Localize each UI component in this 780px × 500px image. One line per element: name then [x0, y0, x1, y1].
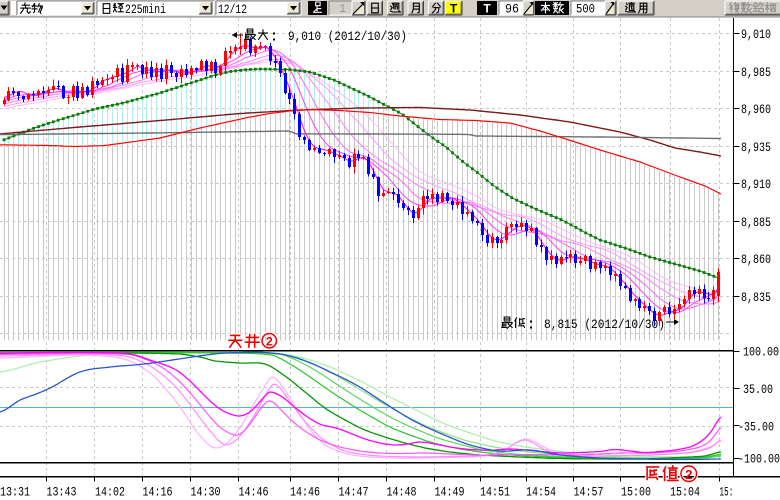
- svg-text:8,885: 8,885: [741, 215, 771, 230]
- svg-text:15:04: 15:04: [670, 485, 700, 500]
- svg-text:-35.00: -35.00: [738, 419, 774, 434]
- svg-text:14:16: 14:16: [143, 485, 173, 500]
- svg-text:13:43: 13:43: [47, 485, 77, 500]
- svg-text:15:00: 15:00: [621, 485, 651, 500]
- svg-text:T: T: [483, 2, 491, 16]
- svg-text:14:54: 14:54: [526, 485, 556, 500]
- svg-text:14:51: 14:51: [480, 485, 510, 500]
- svg-text:12/12: 12/12: [218, 2, 247, 17]
- svg-text:225mini: 225mini: [125, 3, 166, 17]
- svg-text:8,815 (2012/10/30): 8,815 (2012/10/30): [544, 317, 665, 332]
- svg-text:14:48: 14:48: [387, 485, 417, 500]
- svg-text:14:57: 14:57: [574, 485, 604, 500]
- svg-text:13:31: 13:31: [0, 485, 30, 500]
- svg-text:9,010: 9,010: [741, 27, 771, 42]
- svg-text:14:30: 14:30: [191, 485, 221, 500]
- svg-text:14:49: 14:49: [435, 485, 465, 500]
- svg-text:8,985: 8,985: [741, 65, 771, 80]
- svg-text:14:47: 14:47: [339, 485, 369, 500]
- svg-text:8,935: 8,935: [741, 140, 771, 155]
- svg-text:96: 96: [505, 3, 519, 17]
- svg-text:T: T: [450, 2, 458, 16]
- svg-text:1: 1: [339, 2, 346, 16]
- svg-text:2: 2: [685, 467, 692, 482]
- svg-text:100.00: 100.00: [743, 345, 779, 360]
- svg-text:8,860: 8,860: [741, 252, 771, 267]
- svg-text:500: 500: [576, 3, 595, 17]
- svg-text:14:02: 14:02: [95, 485, 125, 500]
- svg-text:9,010 (2012/10/30): 9,010 (2012/10/30): [288, 29, 407, 44]
- svg-text:8,960: 8,960: [741, 102, 771, 117]
- svg-text:35.00: 35.00: [743, 382, 773, 397]
- svg-text:14:46: 14:46: [290, 485, 320, 500]
- svg-text:-100.00: -100.00: [738, 452, 780, 467]
- svg-text:14:46: 14:46: [239, 485, 269, 500]
- svg-text:2: 2: [266, 335, 273, 349]
- svg-text:15:: 15:: [719, 485, 733, 500]
- svg-text:8,835: 8,835: [741, 290, 771, 305]
- svg-text:8,910: 8,910: [741, 177, 771, 192]
